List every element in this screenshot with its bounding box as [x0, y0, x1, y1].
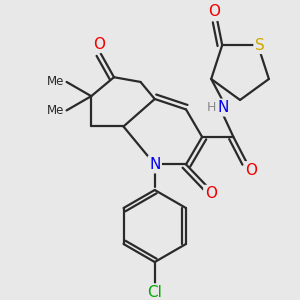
Text: S: S: [255, 38, 265, 52]
Text: H: H: [207, 101, 216, 114]
Text: Me: Me: [46, 104, 64, 117]
Text: Cl: Cl: [147, 285, 162, 300]
Text: O: O: [205, 186, 217, 201]
Text: O: O: [93, 37, 105, 52]
Text: N: N: [149, 157, 160, 172]
Text: O: O: [245, 163, 257, 178]
Text: N: N: [217, 100, 229, 115]
Text: O: O: [208, 4, 220, 20]
Text: Me: Me: [46, 75, 64, 88]
